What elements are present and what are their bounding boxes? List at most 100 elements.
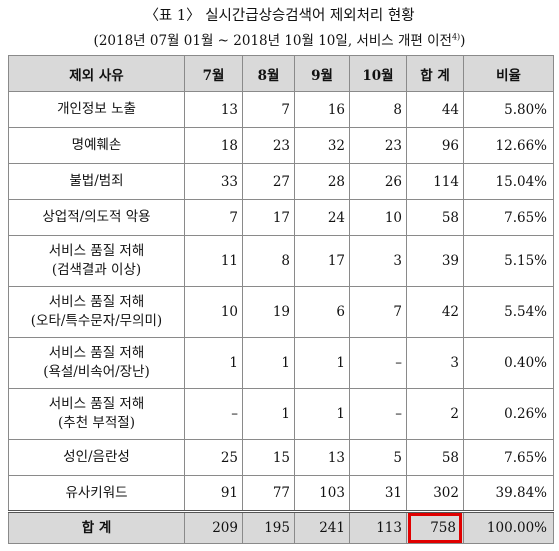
- subtitle-text: (2018년 07월 01월 ~ 2018년 10월 10일, 서비스 개편 이…: [93, 33, 452, 49]
- table-row: 유사키워드 91 77 103 31 302 39.84%: [8, 475, 554, 512]
- header-sep: 9월: [294, 55, 350, 92]
- jul-cell: 7: [184, 199, 243, 236]
- header-jul: 7월: [184, 55, 243, 92]
- reason-line: (검색결과 이상): [51, 262, 142, 278]
- grand-total-highlight: 758: [408, 514, 462, 543]
- aug-cell: 17: [242, 199, 295, 236]
- reason-cell: 서비스 품질 저해 (오타/특수문자/무의미): [8, 286, 185, 338]
- reason-line: 불법/범죄: [69, 173, 124, 189]
- table-row: 서비스 품질 저해 (추천 부적절) –1 1–2 0.26%: [8, 388, 554, 440]
- oct-cell: 31: [349, 475, 407, 512]
- aug-cell: 77: [242, 475, 295, 512]
- oct-cell: 3: [349, 235, 407, 287]
- total-oct: 113: [349, 510, 407, 544]
- total-jul: 209: [184, 510, 243, 544]
- reason-line: 서비스 품질 저해: [48, 345, 145, 361]
- jul-cell: 91: [184, 475, 243, 512]
- reason-cell: 불법/범죄: [8, 163, 185, 200]
- reason-cell: 서비스 품질 저해 (추천 부적절): [8, 388, 185, 440]
- total-aug: 195: [242, 510, 295, 544]
- total-cell: 302: [406, 475, 464, 512]
- table-row: 불법/범죄 33 27 28 26 114 15.04%: [8, 163, 554, 200]
- reason-cell: 개인정보 노출: [8, 91, 185, 128]
- table-body: 개인정보 노출 13 7 16 8 44 5.80% 명예훼손 18 23 32 23 96 12.66%…: [8, 91, 554, 512]
- header-aug: 8월: [242, 55, 295, 92]
- subtitle-close: ): [460, 33, 466, 49]
- sep-cell: 1: [294, 337, 350, 389]
- aug-cell: 7: [242, 91, 295, 128]
- table-row: 서비스 품질 저해 (검색결과 이상) 11 8 17 3 39 5.15%: [8, 235, 554, 287]
- grand-total-cell: 758: [406, 510, 464, 544]
- jul-cell: 18: [184, 127, 243, 164]
- ratio-cell: 5.54%: [463, 286, 554, 338]
- total-cell: 3: [406, 337, 464, 389]
- reason-line: (오타/특수문자/무의미): [30, 313, 163, 329]
- table-subtitle: (2018년 07월 01월 ~ 2018년 10월 10일, 서비스 개편 이…: [0, 31, 559, 51]
- jul-cell: 10: [184, 286, 243, 338]
- header-row: 제외 사유 7월 8월 9월 10월 합 계 비율: [8, 55, 554, 92]
- reason-cell: 서비스 품질 저해 (검색결과 이상): [8, 235, 185, 287]
- footnote-ref: 4): [451, 32, 461, 42]
- total-ratio: 100.00%: [463, 510, 554, 544]
- reason-line: 성인/음란성: [63, 449, 130, 465]
- ratio-cell: 7.65%: [463, 199, 554, 236]
- reason-cell: 유사키워드: [8, 475, 185, 512]
- oct-cell: –: [349, 388, 407, 440]
- oct-cell: 8: [349, 91, 407, 128]
- reason-line: (추천 부적절): [58, 415, 135, 431]
- sep-cell: 6: [294, 286, 350, 338]
- reason-line: 명예훼손: [71, 137, 122, 153]
- reason-line: 서비스 품질 저해: [48, 396, 145, 412]
- ratio-cell: 0.26%: [463, 388, 554, 440]
- total-label: 합 계: [8, 510, 185, 544]
- table-row: 성인/음란성 25 15 13 5 58 7.65%: [8, 439, 554, 476]
- oct-cell: 7: [349, 286, 407, 338]
- sep-cell: 16: [294, 91, 350, 128]
- ratio-cell: 15.04%: [463, 163, 554, 200]
- ratio-cell: 12.66%: [463, 127, 554, 164]
- reason-line: 개인정보 노출: [57, 101, 136, 117]
- exclusion-table: 제외 사유 7월 8월 9월 10월 합 계 비율 개인정보 노출 13 7 16 8 4…: [8, 55, 554, 544]
- reason-line: (욕설/비속어/장난): [43, 364, 150, 380]
- oct-cell: 10: [349, 199, 407, 236]
- total-row: 합 계 209 195 241 113 758 100.00%: [8, 510, 554, 544]
- table-row: 명예훼손 18 23 32 23 96 12.66%: [8, 127, 554, 164]
- total-cell: 58: [406, 439, 464, 476]
- total-sep: 241: [294, 510, 350, 544]
- table-row: 서비스 품질 저해 (오타/특수문자/무의미) 10 19 6 7 42 5.54%: [8, 286, 554, 338]
- table-row: 서비스 품질 저해 (욕설/비속어/장난) 1 1 1–3 0.40%: [8, 337, 554, 389]
- header-total: 합 계: [406, 55, 464, 92]
- sep-cell: 17: [294, 235, 350, 287]
- oct-cell: –: [349, 337, 407, 389]
- sep-cell: 28: [294, 163, 350, 200]
- total-cell: 114: [406, 163, 464, 200]
- jul-cell: 25: [184, 439, 243, 476]
- header-reason: 제외 사유: [8, 55, 185, 92]
- total-cell: 44: [406, 91, 464, 128]
- jul-cell: 33: [184, 163, 243, 200]
- ratio-cell: 7.65%: [463, 439, 554, 476]
- header-ratio: 비율: [463, 55, 554, 92]
- ratio-cell: 0.40%: [463, 337, 554, 389]
- aug-cell: 23: [242, 127, 295, 164]
- aug-cell: 8: [242, 235, 295, 287]
- aug-cell: 1: [242, 388, 295, 440]
- jul-cell: –: [184, 388, 243, 440]
- header-oct: 10월: [349, 55, 407, 92]
- reason-line: 서비스 품질 저해: [48, 294, 145, 310]
- reason-cell: 성인/음란성: [8, 439, 185, 476]
- jul-cell: 11: [184, 235, 243, 287]
- oct-cell: 23: [349, 127, 407, 164]
- jul-cell: 13: [184, 91, 243, 128]
- total-cell: 39: [406, 235, 464, 287]
- ratio-cell: 5.80%: [463, 91, 554, 128]
- sep-cell: 32: [294, 127, 350, 164]
- table-title: 〈표 1〉 실시간급상승검색어 제외처리 현황: [144, 8, 415, 24]
- reason-cell: 명예훼손: [8, 127, 185, 164]
- ratio-cell: 5.15%: [463, 235, 554, 287]
- reason-cell: 상업적/의도적 악용: [8, 199, 185, 236]
- sep-cell: 24: [294, 199, 350, 236]
- oct-cell: 5: [349, 439, 407, 476]
- sep-cell: 13: [294, 439, 350, 476]
- reason-cell: 서비스 품질 저해 (욕설/비속어/장난): [8, 337, 185, 389]
